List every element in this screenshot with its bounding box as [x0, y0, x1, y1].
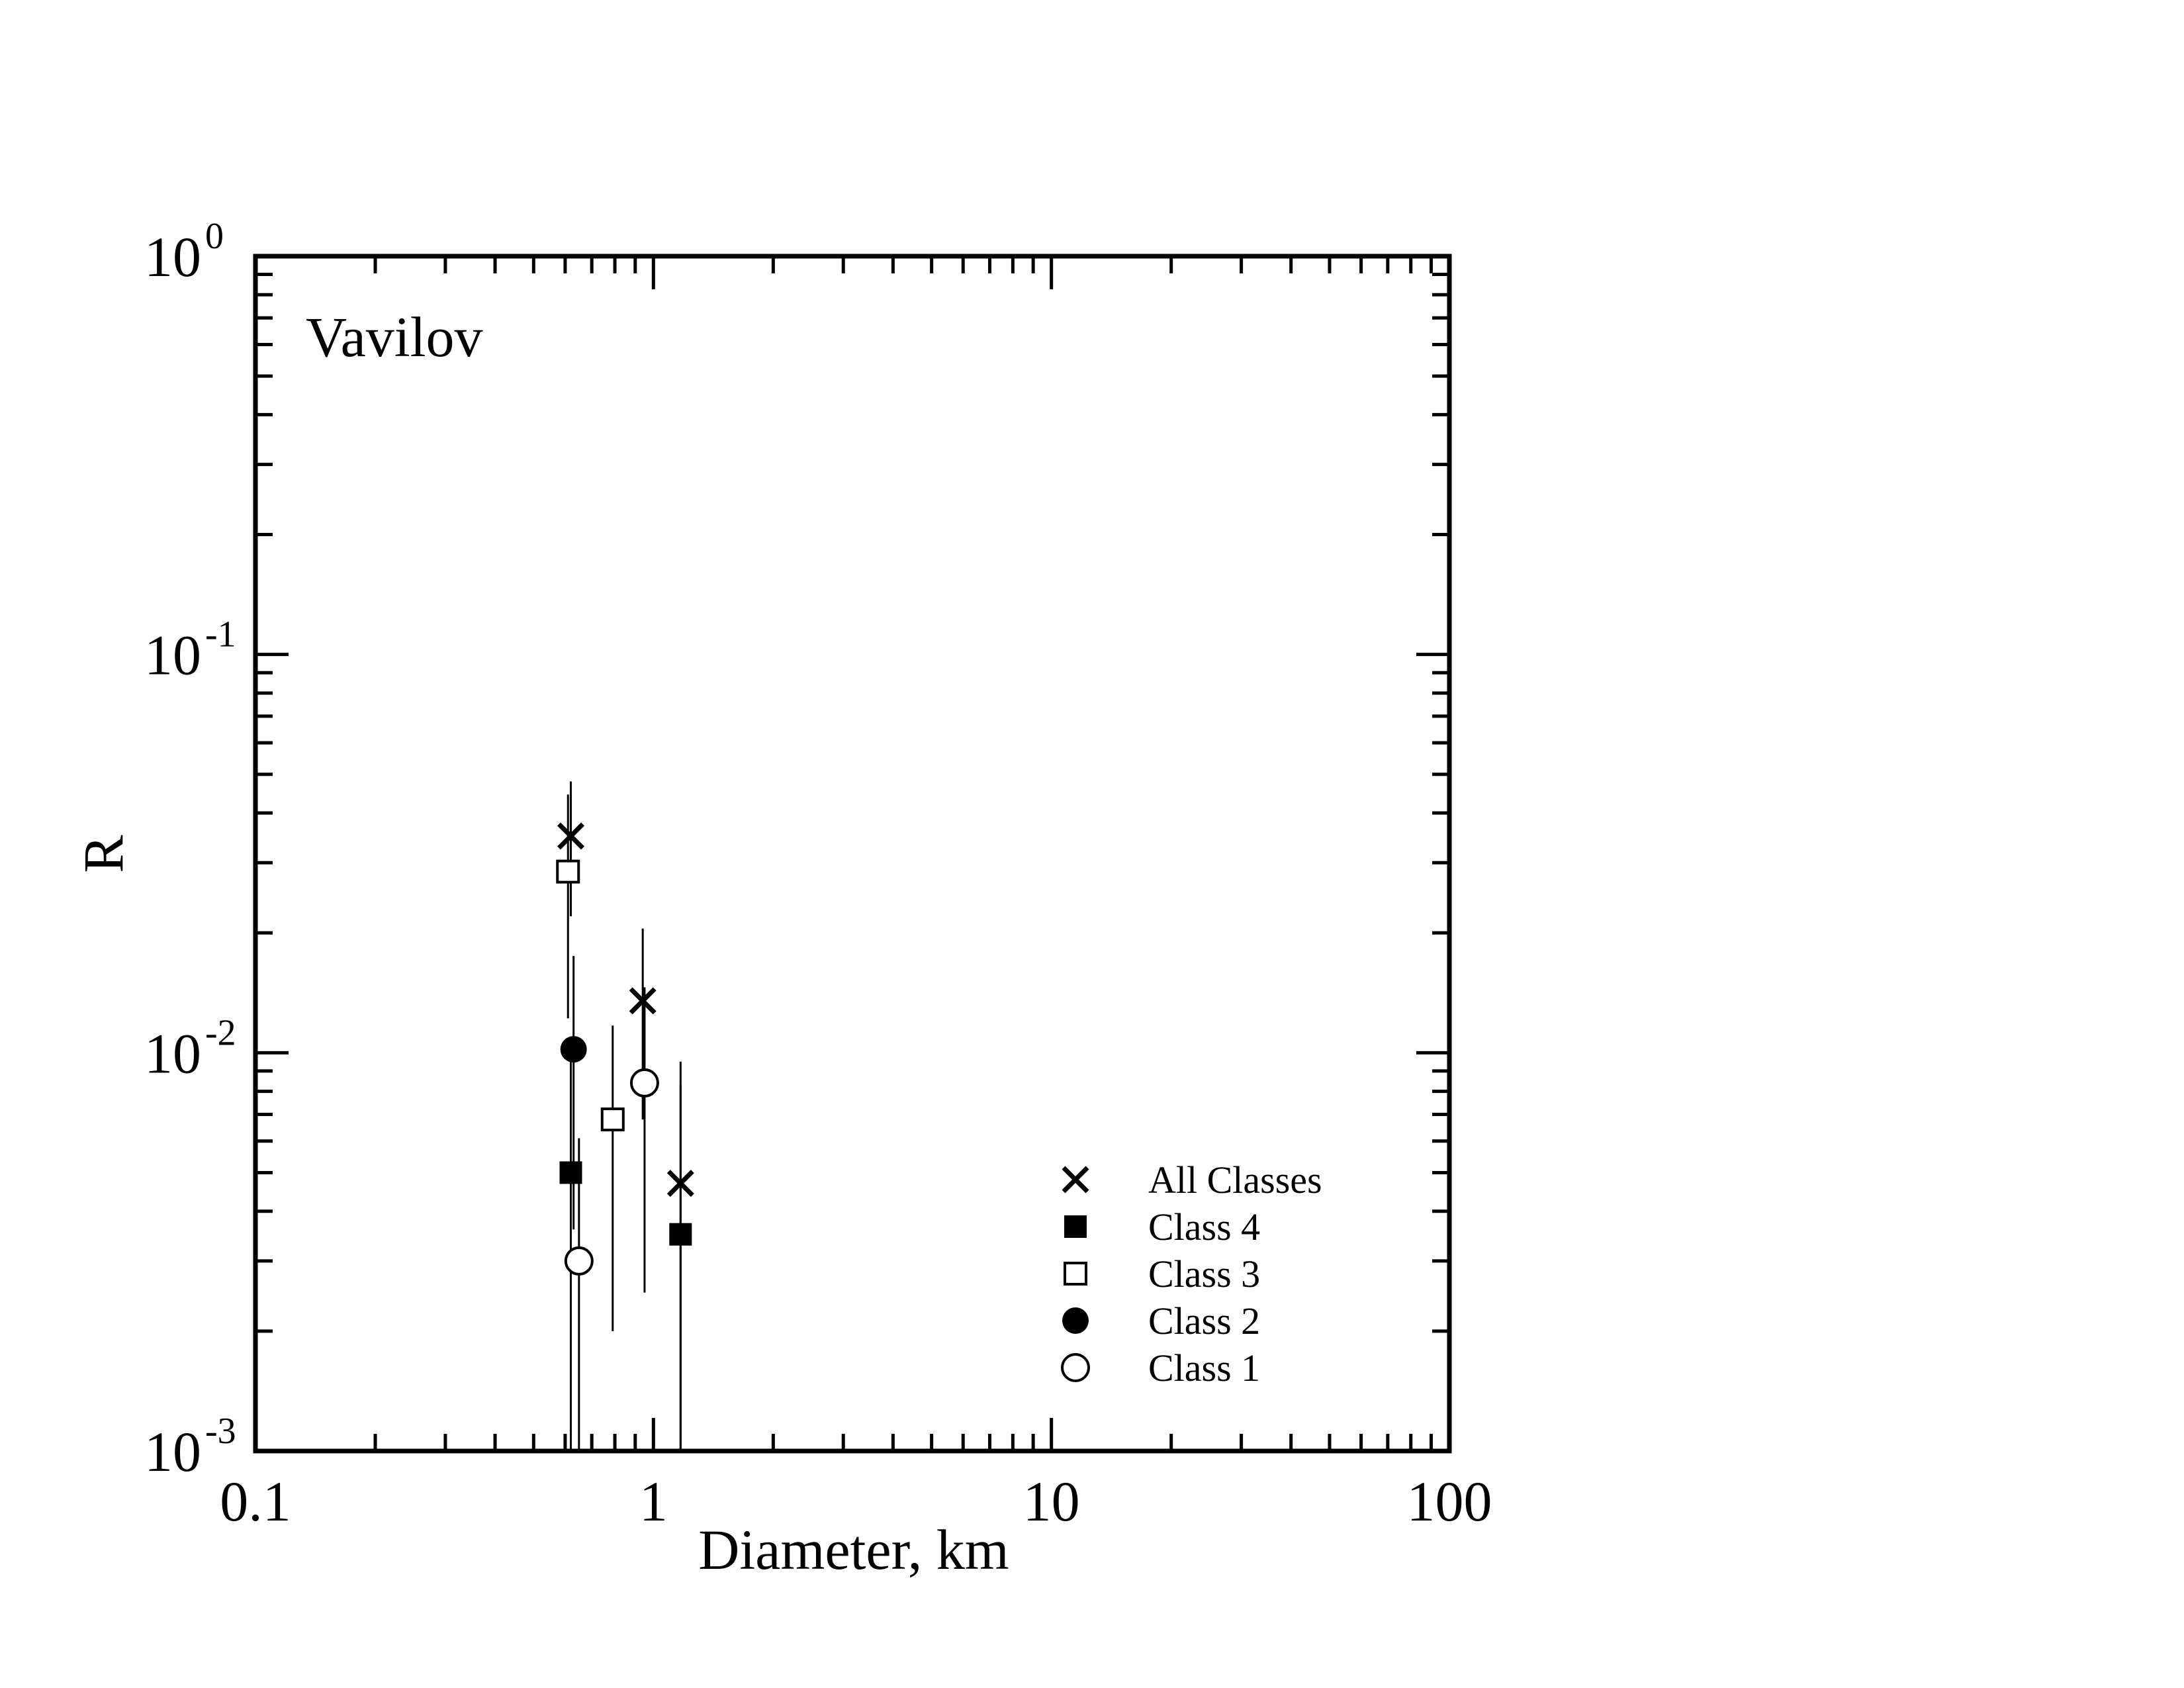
legend-label: Class 4 — [1148, 1205, 1260, 1248]
x-marker-stroke — [1062, 1166, 1089, 1194]
open-square-marker — [1064, 1262, 1087, 1286]
x-axis-label: Diameter, km — [698, 1518, 1009, 1581]
legend-label: Class 1 — [1148, 1346, 1260, 1389]
plot-annotation: Vavilov — [306, 305, 483, 369]
x-marker — [1062, 1166, 1089, 1194]
x-tick-label: 1 — [639, 1470, 668, 1533]
open-circle-marker — [564, 1246, 594, 1276]
y-axis-label: R — [71, 835, 135, 873]
open-circle-marker — [1061, 1353, 1090, 1382]
y-tick-exponent: -2 — [205, 1012, 236, 1053]
legend-label: Class 3 — [1148, 1252, 1260, 1295]
legend-label: All Classes — [1148, 1158, 1322, 1201]
y-tick-exponent: -1 — [205, 614, 236, 655]
axis-ticks — [253, 256, 1449, 1453]
filled-circle-marker — [560, 1036, 587, 1063]
x-tick-label: 100 — [1407, 1470, 1492, 1533]
x-marker-stroke — [557, 822, 584, 850]
filled-square-marker — [669, 1223, 692, 1246]
y-tick-label: 10 — [144, 1021, 201, 1085]
filled-circle-marker — [1062, 1307, 1089, 1334]
y-tick-exponent: -3 — [205, 1411, 236, 1452]
y-tick-exponent: 0 — [205, 216, 224, 257]
data-markers — [556, 822, 694, 1276]
filled-square-marker — [559, 1161, 582, 1184]
legend-label: Class 2 — [1148, 1299, 1260, 1342]
filled-square-marker — [1064, 1215, 1087, 1238]
x-marker-stroke — [629, 987, 657, 1015]
x-marker-stroke — [666, 1170, 694, 1197]
y-tick-label: 10 — [144, 624, 201, 687]
open-circle-marker — [629, 1068, 659, 1098]
open-square-marker — [600, 1107, 625, 1132]
y-tick-label: 10 — [144, 1420, 201, 1483]
y-tick-label: 10 — [144, 225, 201, 289]
plot-frame — [253, 254, 1452, 1454]
x-marker — [557, 822, 584, 850]
open-square-marker — [556, 859, 580, 884]
x-tick-label: 0.1 — [220, 1470, 291, 1533]
x-tick-label: 10 — [1023, 1470, 1080, 1533]
x-marker — [629, 987, 657, 1015]
x-marker — [666, 1170, 694, 1197]
